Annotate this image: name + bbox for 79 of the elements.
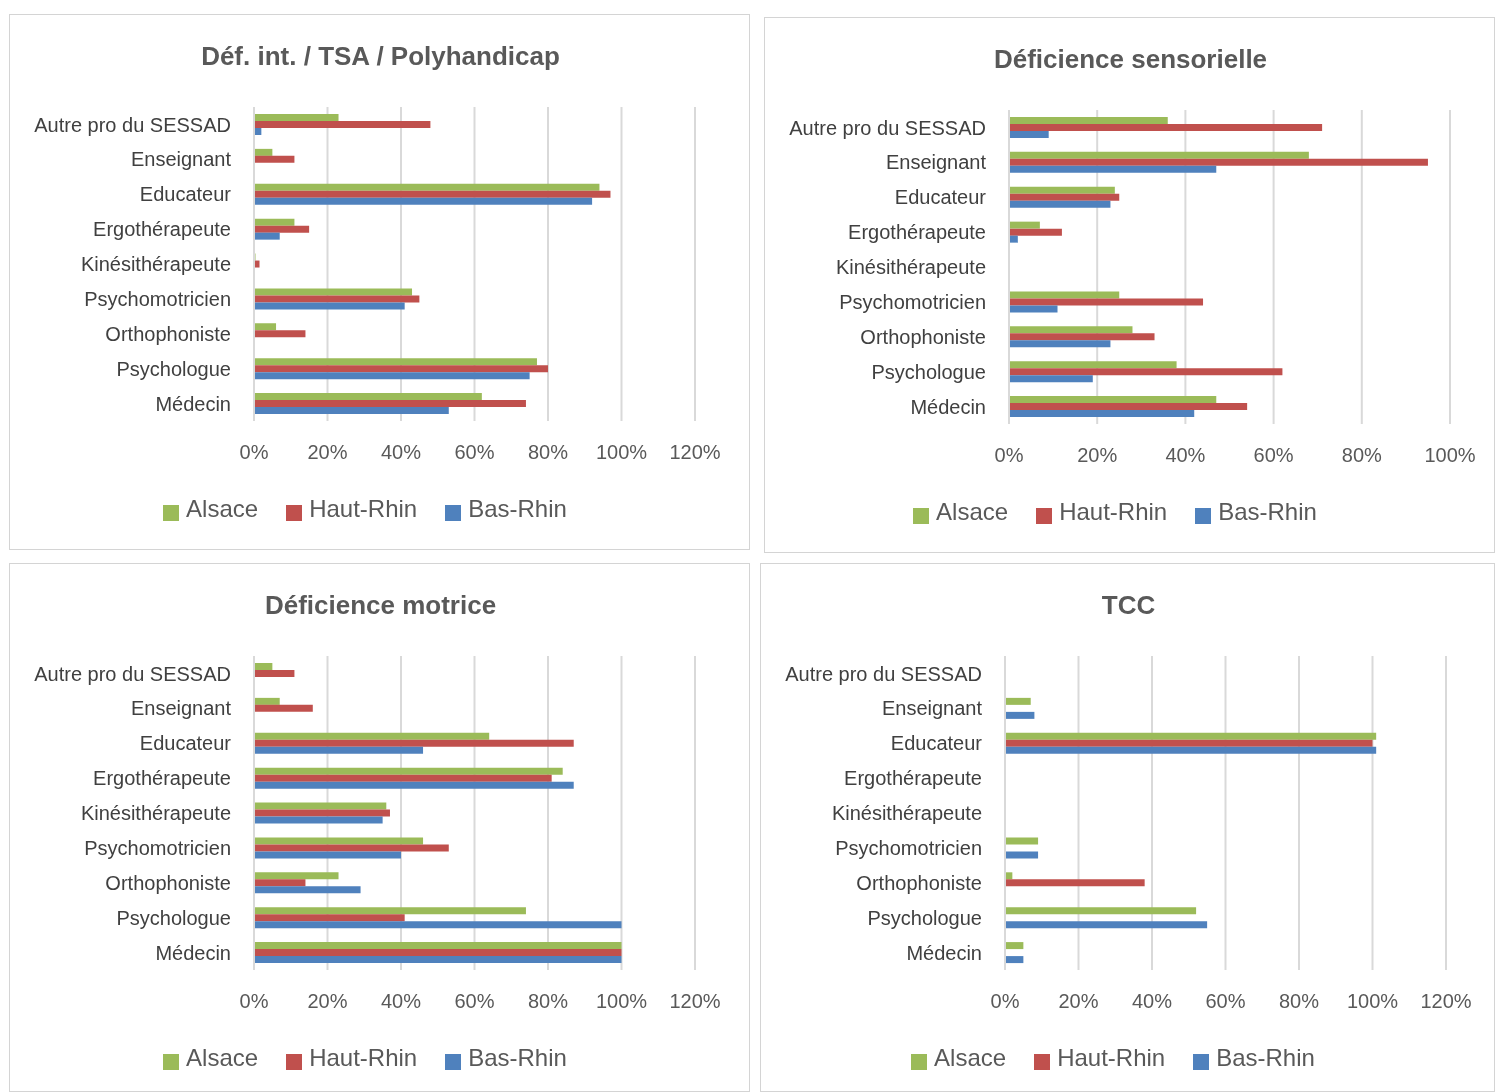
x-tick-label: 20% bbox=[1058, 990, 1099, 1013]
x-tick-label: 120% bbox=[669, 990, 721, 1013]
chart-title: TCC bbox=[1100, 589, 1157, 622]
legend-label: Alsace bbox=[934, 1044, 1007, 1071]
legend-label: Haut-Rhin bbox=[309, 1044, 418, 1071]
y-tick-label: Psychomotricien bbox=[84, 287, 231, 310]
y-tick-label: Kinésithérapeute bbox=[835, 256, 986, 279]
y-tick-label: Psychomotricien bbox=[839, 290, 986, 313]
y-tick-label: Enseignant bbox=[130, 148, 232, 171]
x-tick-label: 60% bbox=[454, 990, 495, 1013]
x-tick-label: 0% bbox=[239, 441, 269, 464]
y-tick-label: Orthophoniste bbox=[105, 871, 231, 894]
y-tick-label: Psychomotricien bbox=[835, 836, 982, 859]
y-tick-label: Autre pro du SESSAD bbox=[34, 113, 231, 136]
y-tick-label: Psychologue bbox=[871, 360, 986, 383]
x-tick-label: 80% bbox=[1278, 990, 1320, 1013]
y-tick-label: Orthophoniste bbox=[860, 325, 986, 348]
y-tick-label: Kinésithérapeute bbox=[80, 253, 231, 276]
y-tick-label: Ergothérapeute bbox=[848, 221, 986, 244]
legend-label: Haut-Rhin bbox=[1059, 498, 1168, 525]
y-tick-label: Enseignant bbox=[881, 697, 983, 720]
y-tick-label: Educateur bbox=[894, 186, 987, 209]
y-tick-label: Educateur bbox=[139, 183, 232, 206]
y-tick-label: Psychomotricien bbox=[84, 836, 231, 859]
y-tick-label: Psychologue bbox=[867, 906, 982, 929]
y-tick-label: Educateur bbox=[890, 732, 983, 755]
legend-label: Alsace bbox=[186, 1044, 259, 1071]
x-tick-label: 100% bbox=[595, 990, 648, 1013]
x-tick-label: 20% bbox=[307, 441, 348, 464]
y-tick-label: Enseignant bbox=[885, 151, 987, 174]
y-tick-label: Autre pro du SESSAD bbox=[34, 662, 231, 685]
legend-label: Bas-Rhin bbox=[468, 1044, 567, 1071]
legend-label: Haut-Rhin bbox=[1057, 1044, 1166, 1071]
y-tick-label: Médecin bbox=[155, 392, 231, 415]
x-tick-label: 120% bbox=[1420, 990, 1472, 1013]
y-tick-label: Psychologue bbox=[116, 357, 231, 380]
legend-label: Bas-Rhin bbox=[1218, 498, 1317, 525]
x-tick-label: 80% bbox=[1341, 444, 1383, 467]
x-tick-label: 80% bbox=[527, 990, 569, 1013]
x-tick-label: 0% bbox=[990, 990, 1020, 1013]
legend-label: Bas-Rhin bbox=[1216, 1044, 1315, 1071]
legend-label: Alsace bbox=[186, 495, 259, 522]
x-tick-label: 80% bbox=[527, 441, 569, 464]
y-tick-label: Orthophoniste bbox=[105, 322, 231, 345]
x-tick-label: 100% bbox=[595, 441, 648, 464]
y-tick-label: Médecin bbox=[906, 941, 982, 964]
x-tick-label: 0% bbox=[994, 444, 1024, 467]
y-tick-label: Ergothérapeute bbox=[93, 218, 231, 241]
x-tick-label: 100% bbox=[1346, 990, 1399, 1013]
x-tick-label: 120% bbox=[669, 441, 721, 464]
y-tick-label: Ergothérapeute bbox=[93, 767, 231, 790]
x-tick-label: 40% bbox=[1165, 444, 1206, 467]
chart-title: Déficience motrice bbox=[263, 589, 498, 622]
x-tick-label: 40% bbox=[380, 441, 422, 464]
legend-label: Haut-Rhin bbox=[309, 495, 418, 522]
y-tick-label: Médecin bbox=[155, 941, 231, 964]
x-tick-label: 40% bbox=[1131, 990, 1173, 1013]
y-tick-label: Médecin bbox=[910, 395, 986, 418]
x-tick-label: 0% bbox=[239, 990, 269, 1013]
y-tick-label: Autre pro du SESSAD bbox=[785, 662, 982, 685]
x-tick-label: 60% bbox=[454, 441, 495, 464]
x-tick-label: 20% bbox=[1077, 444, 1118, 467]
y-tick-label: Kinésithérapeute bbox=[80, 802, 231, 825]
x-tick-label: 60% bbox=[1253, 444, 1294, 467]
chart-title: Déficience sensorielle bbox=[992, 43, 1269, 76]
y-tick-label: Enseignant bbox=[130, 697, 232, 720]
y-tick-label: Educateur bbox=[139, 732, 232, 755]
x-tick-label: 60% bbox=[1205, 990, 1246, 1013]
y-tick-label: Orthophoniste bbox=[856, 871, 982, 894]
x-tick-label: 100% bbox=[1424, 444, 1476, 467]
x-tick-label: 40% bbox=[380, 990, 422, 1013]
y-tick-label: Ergothérapeute bbox=[844, 767, 982, 790]
y-tick-label: Kinésithérapeute bbox=[831, 802, 982, 825]
y-tick-label: Autre pro du SESSAD bbox=[789, 116, 986, 139]
chart-title: Déf. int. / TSA / Polyhandicap bbox=[200, 40, 561, 73]
x-tick-label: 20% bbox=[307, 990, 348, 1013]
y-tick-label: Psychologue bbox=[116, 906, 231, 929]
legend-label: Bas-Rhin bbox=[468, 495, 567, 522]
legend-label: Alsace bbox=[936, 498, 1009, 525]
